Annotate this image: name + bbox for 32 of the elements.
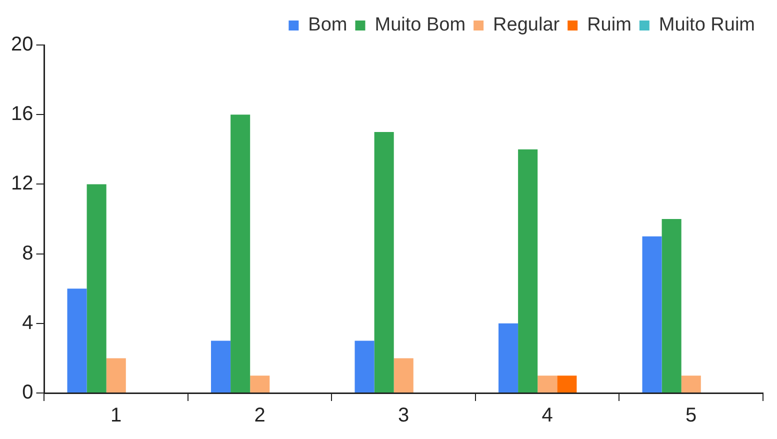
legend-label: Regular [493, 14, 560, 36]
bar [86, 184, 106, 392]
legend-label: Ruim [587, 14, 632, 36]
bar [250, 376, 270, 392]
bar [354, 340, 374, 392]
x-tick-label: 1 [110, 404, 122, 427]
bar [374, 132, 394, 392]
y-tick-label: 8 [22, 242, 34, 264]
x-tick-label: 2 [254, 404, 266, 427]
x-tick-label: 4 [542, 404, 553, 427]
bar [518, 149, 538, 392]
bar [662, 219, 682, 392]
legend-label: Muito Bom [374, 14, 466, 36]
bar [538, 376, 558, 392]
bar [557, 376, 577, 392]
y-tick-label: 12 [10, 172, 34, 195]
y-tick-label: 4 [22, 312, 34, 334]
y-tick-label: 20 [10, 34, 34, 56]
legend-label: Muito Ruim [658, 14, 755, 36]
bar [681, 376, 701, 392]
x-tick-label: 5 [686, 404, 697, 427]
bar [394, 358, 414, 392]
y-tick-label: 0 [22, 382, 34, 404]
legend-label: Bom [308, 14, 348, 36]
bar [498, 323, 518, 392]
x-tick-label: 3 [398, 404, 410, 427]
bar [210, 340, 231, 392]
bar [106, 358, 126, 392]
bar [67, 288, 87, 392]
bar [230, 114, 250, 392]
bar [642, 236, 662, 392]
y-tick-label: 16 [10, 103, 34, 126]
